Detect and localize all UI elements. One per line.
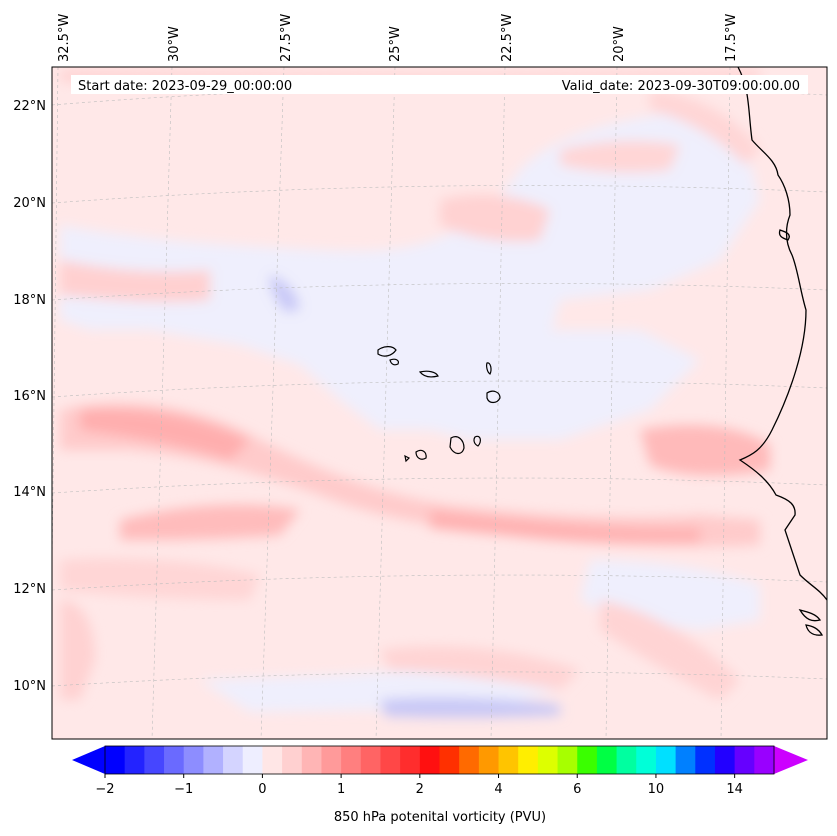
colorbar-cell bbox=[577, 746, 598, 774]
colorbar-cell bbox=[282, 746, 303, 774]
colorbar-tick-label: −2 bbox=[95, 782, 114, 797]
colorbar-cell bbox=[498, 746, 519, 774]
colorbar-cell bbox=[301, 746, 323, 774]
colorbar-cell bbox=[164, 746, 185, 774]
colorbar-cell bbox=[695, 746, 716, 774]
colorbar-label: 850 hPa potenital vorticity (PVU) bbox=[334, 810, 546, 825]
start-date: Start date: 2023-09-29_00:00:00 bbox=[78, 79, 292, 94]
colorbar-cell bbox=[557, 746, 578, 774]
colorbar-cell bbox=[734, 746, 755, 774]
lat-label: 16°N bbox=[13, 389, 46, 404]
colorbar-cell bbox=[616, 746, 637, 774]
cape-verde-islands bbox=[377, 346, 501, 463]
lat-label: 18°N bbox=[13, 293, 46, 308]
lat-label: 14°N bbox=[13, 485, 46, 500]
lon-label: 27.5°W bbox=[279, 14, 294, 62]
latitude-labels: 22°N 20°N 18°N 16°N 14°N 12°N 10°N bbox=[13, 99, 46, 694]
colorbar-cell bbox=[655, 746, 677, 774]
colorbar-cell bbox=[203, 746, 224, 774]
colorbar-tick-label: 4 bbox=[494, 782, 502, 797]
lon-label: 30°W bbox=[167, 26, 182, 62]
colorbar-cell bbox=[596, 746, 618, 774]
colorbar-cell bbox=[675, 746, 696, 774]
colorbar-tick-label: 0 bbox=[258, 782, 266, 797]
colorbar-cell bbox=[223, 746, 244, 774]
lon-label: 17.5°W bbox=[724, 14, 739, 62]
colorbar-cell bbox=[518, 746, 539, 774]
colorbar-cell bbox=[537, 746, 559, 774]
colorbar-tick-label: 1 bbox=[337, 782, 345, 797]
colorbar-cell bbox=[144, 746, 165, 774]
colorbar-cell bbox=[714, 746, 736, 774]
colorbar-under-arrow bbox=[72, 746, 105, 774]
coastline bbox=[737, 67, 827, 636]
vorticity-field bbox=[52, 67, 827, 739]
colorbar-cell bbox=[242, 746, 264, 774]
colorbar-cell bbox=[105, 746, 126, 774]
colorbar-tick-label: 14 bbox=[726, 782, 743, 797]
lat-label: 22°N bbox=[13, 99, 46, 114]
colorbar-tick-label: 6 bbox=[573, 782, 581, 797]
colorbar-cell bbox=[754, 746, 775, 774]
valid-date: Valid_date: 2023-09-30T09:00:00.00 bbox=[562, 79, 800, 94]
colorbar-cell bbox=[262, 746, 283, 774]
colorbar-cell bbox=[360, 746, 382, 774]
map-frame bbox=[51, 66, 828, 740]
colorbar-cell bbox=[341, 746, 362, 774]
lon-label: 20°W bbox=[612, 26, 627, 62]
colorbar-cell bbox=[321, 746, 342, 774]
colorbar-cell bbox=[636, 746, 657, 774]
lat-label: 12°N bbox=[13, 582, 46, 597]
lon-label: 25°W bbox=[388, 26, 403, 62]
lat-label: 10°N bbox=[13, 679, 46, 694]
colorbar-cell bbox=[400, 746, 421, 774]
colorbar-cell bbox=[183, 746, 204, 774]
lon-label: 22.5°W bbox=[500, 14, 515, 62]
colorbar-cell bbox=[439, 746, 460, 774]
colorbar-tick-label: 2 bbox=[416, 782, 424, 797]
colorbar-tick-label: 10 bbox=[648, 782, 665, 797]
longitude-labels: 32.5°W 30°W 27.5°W 25°W 22.5°W 20°W 17.5… bbox=[57, 14, 739, 62]
colorbar-cell bbox=[380, 746, 401, 774]
colorbar-cell bbox=[459, 746, 480, 774]
colorbar: −2 −1 0 1 2 4 6 10 14 850 hPa potenital vorticit… bbox=[72, 745, 808, 825]
colorbar-frame bbox=[104, 745, 775, 775]
colorbar-cell bbox=[419, 746, 441, 774]
colorbar-cell bbox=[124, 746, 145, 774]
colorbar-tick-label: −1 bbox=[174, 782, 193, 797]
header-strip bbox=[71, 75, 808, 94]
lat-label: 20°N bbox=[13, 196, 46, 211]
lon-label: 32.5°W bbox=[57, 14, 72, 62]
colorbar-cell bbox=[478, 746, 500, 774]
colorbar-over-arrow bbox=[774, 746, 808, 774]
graticule bbox=[52, 67, 827, 739]
